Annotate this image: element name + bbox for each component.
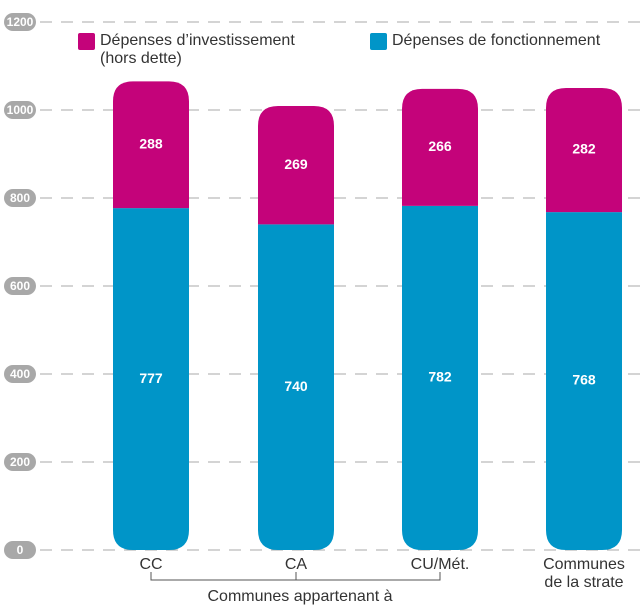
x-tick-label: Communes de la strate xyxy=(543,556,625,591)
value-label: 740 xyxy=(284,378,308,394)
bar-segment xyxy=(113,208,189,550)
y-tick-pill xyxy=(4,541,36,559)
value-label: 282 xyxy=(572,141,596,157)
y-tick-pill xyxy=(4,189,36,207)
x-tick-label: CU/Mét. xyxy=(410,556,470,573)
bar-segment xyxy=(402,88,478,206)
legend-label: Dépenses d’investissement (hors dette) xyxy=(100,32,295,67)
value-label: 777 xyxy=(139,370,163,386)
bar-segment xyxy=(546,212,622,550)
y-tick-label: 0 xyxy=(17,543,24,557)
y-tick-pill xyxy=(4,365,36,383)
group-label: Communes appartenant à xyxy=(207,588,393,605)
x-tick-label: CA xyxy=(284,556,308,573)
y-tick-label: 600 xyxy=(10,279,30,293)
value-label: 266 xyxy=(428,138,452,154)
value-label: 288 xyxy=(139,135,163,151)
group-bracket xyxy=(150,572,441,581)
x-tick-label: CC xyxy=(139,556,163,573)
bar-segment xyxy=(546,88,622,213)
y-tick-label: 400 xyxy=(10,367,30,381)
bar-segment xyxy=(258,106,334,225)
y-tick-label: 1200 xyxy=(7,15,34,29)
bar-segment xyxy=(402,205,478,551)
legend-swatch xyxy=(78,33,95,50)
y-tick-label: 1000 xyxy=(7,103,34,117)
legend-swatch xyxy=(370,33,387,50)
y-tick-label: 800 xyxy=(10,191,30,205)
y-tick-pill xyxy=(4,101,36,119)
bar-segment xyxy=(113,81,189,209)
value-label: 768 xyxy=(572,372,596,388)
bar-segment xyxy=(258,224,334,550)
y-tick-pill xyxy=(4,13,36,31)
y-tick-label: 200 xyxy=(10,455,30,469)
legend-label: Dépenses de fonctionnement xyxy=(392,32,601,49)
y-tick-pill xyxy=(4,453,36,471)
y-tick-pill xyxy=(4,277,36,295)
value-label: 269 xyxy=(284,156,308,172)
value-label: 782 xyxy=(428,369,452,385)
